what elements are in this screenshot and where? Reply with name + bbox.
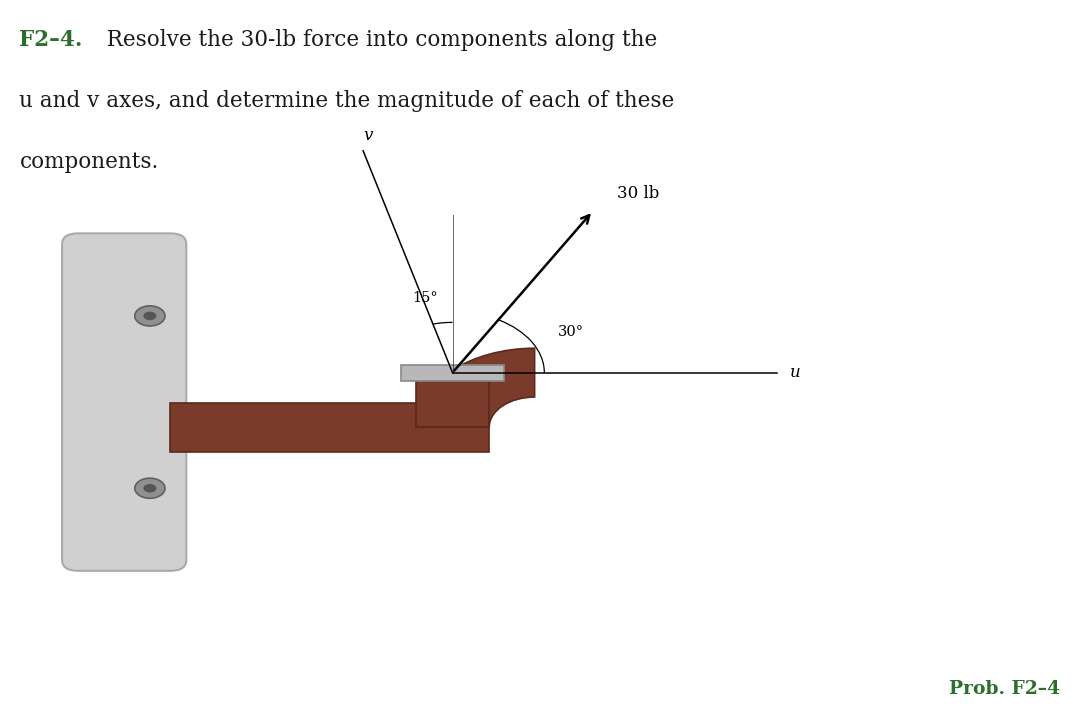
- Text: 15°: 15°: [413, 291, 437, 305]
- Bar: [416, 381, 489, 427]
- Text: u: u: [789, 364, 800, 381]
- Text: Resolve the 30-lb force into components along the: Resolve the 30-lb force into components …: [93, 29, 657, 51]
- Text: Prob. F2–4: Prob. F2–4: [949, 680, 1061, 698]
- Text: 30°: 30°: [558, 325, 584, 339]
- Circle shape: [135, 306, 165, 326]
- Bar: [401, 365, 504, 381]
- Wedge shape: [416, 348, 535, 427]
- Text: v: v: [364, 126, 374, 144]
- Circle shape: [144, 312, 157, 320]
- FancyBboxPatch shape: [63, 233, 187, 571]
- Text: F2–4.: F2–4.: [19, 29, 83, 51]
- Circle shape: [135, 478, 165, 498]
- Bar: [171, 403, 489, 452]
- Text: u and v axes, and determine the magnitude of each of these: u and v axes, and determine the magnitud…: [19, 90, 675, 112]
- Circle shape: [144, 484, 157, 493]
- Text: components.: components.: [19, 151, 159, 173]
- Text: 30 lb: 30 lb: [617, 185, 659, 202]
